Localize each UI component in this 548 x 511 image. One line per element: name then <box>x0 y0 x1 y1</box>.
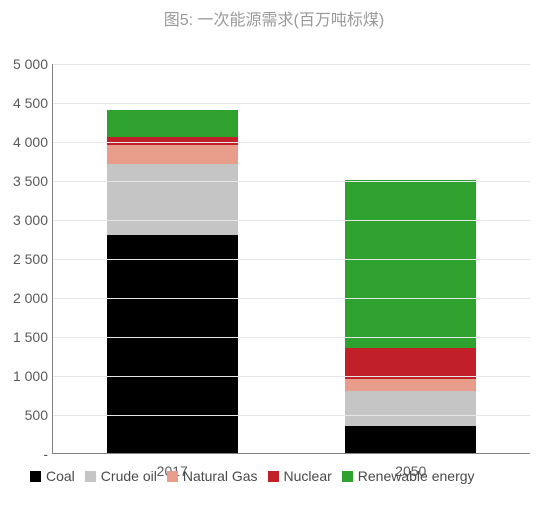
gridline <box>53 103 530 104</box>
plot-area: 20172050 <box>52 64 530 454</box>
gridline <box>53 298 530 299</box>
legend-item: Nuclear <box>268 468 332 484</box>
gridline <box>53 259 530 260</box>
bar-segment <box>107 110 238 137</box>
bar-segment <box>107 164 238 234</box>
y-tick-label: 4 000 <box>13 134 48 150</box>
bar <box>107 110 238 453</box>
y-tick-label: 2 000 <box>13 290 48 306</box>
gridline <box>53 415 530 416</box>
legend-item: Natural Gas <box>167 468 258 484</box>
chart: -5001 0001 5002 0002 5003 0003 5004 0004… <box>0 30 548 454</box>
gridline <box>53 181 530 182</box>
y-tick-label: 1 500 <box>13 329 48 345</box>
chart-title: 图5: 一次能源需求(百万吨标煤) <box>0 0 548 30</box>
y-tick-label: 2 500 <box>13 251 48 267</box>
y-tick-label: 3 500 <box>13 173 48 189</box>
bar-segment <box>345 348 476 379</box>
legend-item: Renewable energy <box>342 468 475 484</box>
legend-swatch <box>268 471 279 482</box>
bar-segment <box>107 235 238 453</box>
y-tick-label: 5 000 <box>13 56 48 72</box>
gridline <box>53 64 530 65</box>
bar-segment <box>345 379 476 391</box>
gridline <box>53 376 530 377</box>
bar-segment <box>345 391 476 426</box>
y-tick-label: 3 000 <box>13 212 48 228</box>
legend-label: Natural Gas <box>183 468 258 484</box>
y-tick-label: 1 000 <box>13 368 48 384</box>
y-tick-label: - <box>43 446 48 462</box>
legend-item: Crude oil <box>85 468 157 484</box>
legend-swatch <box>342 471 353 482</box>
y-tick-label: 4 500 <box>13 95 48 111</box>
y-axis: -5001 0001 5002 0002 5003 0003 5004 0004… <box>0 64 48 454</box>
legend-swatch <box>167 471 178 482</box>
legend-label: Nuclear <box>284 468 332 484</box>
legend-swatch <box>30 471 41 482</box>
bar-segment <box>345 180 476 348</box>
legend-item: Coal <box>30 468 75 484</box>
legend: Coal Crude oil Natural Gas Nuclear Renewable… <box>30 468 485 484</box>
y-tick-label: 500 <box>25 407 48 423</box>
legend-label: Coal <box>46 468 75 484</box>
gridline <box>53 220 530 221</box>
bar-segment <box>107 145 238 165</box>
legend-label: Crude oil <box>101 468 157 484</box>
bar-segment <box>345 426 476 453</box>
gridline <box>53 337 530 338</box>
gridline <box>53 142 530 143</box>
legend-swatch <box>85 471 96 482</box>
legend-label: Renewable energy <box>358 468 475 484</box>
